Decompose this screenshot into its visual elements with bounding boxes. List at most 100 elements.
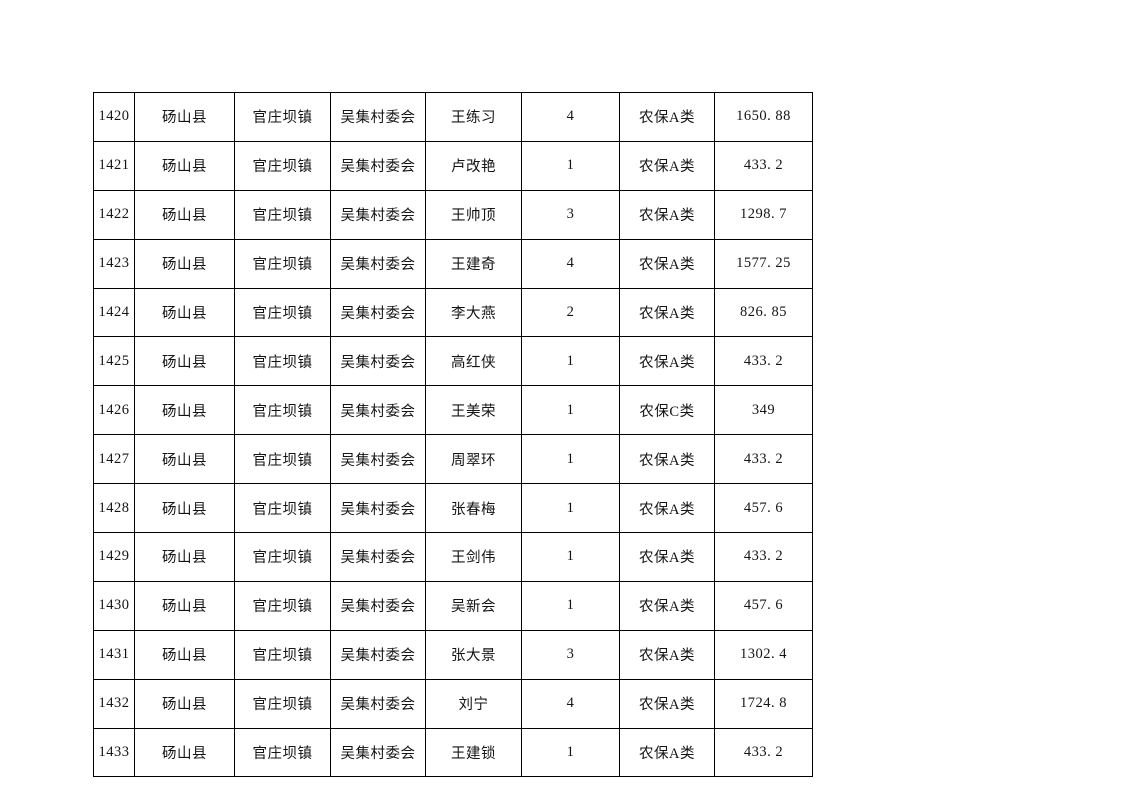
count-cell: 1 [521,727,620,778]
county-cell: 砀山县 [134,140,235,191]
town-cell: 官庄坝镇 [234,629,331,680]
category-cell: 农保A类 [619,336,715,387]
town-cell: 官庄坝镇 [234,287,331,338]
row-id-cell: 1431 [93,629,135,680]
table-row: 1425 砀山县 官庄坝镇 吴集村委会 高红侠 1 农保A类 433. 2 [93,336,813,387]
category-cell: 农保A类 [619,678,715,729]
count-cell: 4 [521,92,620,142]
town-cell: 官庄坝镇 [234,678,331,729]
table-row: 1420 砀山县 官庄坝镇 吴集村委会 王练习 4 农保A类 1650. 88 [93,92,813,142]
village-cell: 吴集村委会 [330,92,426,142]
village-cell: 吴集村委会 [330,532,426,582]
category-cell: 农保A类 [619,483,715,534]
name-cell: 李大燕 [425,287,522,338]
table-row: 1433 砀山县 官庄坝镇 吴集村委会 王建锁 1 农保A类 433. 2 [93,727,813,778]
row-id-cell: 1428 [93,483,135,534]
county-cell: 砀山县 [134,434,235,485]
town-cell: 官庄坝镇 [234,580,331,631]
count-cell: 1 [521,532,620,582]
name-cell: 卢改艳 [425,140,522,191]
amount-cell: 1724. 8 [714,678,813,729]
category-cell: 农保A类 [619,140,715,191]
town-cell: 官庄坝镇 [234,727,331,778]
village-cell: 吴集村委会 [330,385,426,436]
count-cell: 4 [521,238,620,289]
village-cell: 吴集村委会 [330,140,426,191]
count-cell: 4 [521,678,620,729]
count-cell: 1 [521,434,620,485]
amount-cell: 433. 2 [714,336,813,387]
category-cell: 农保A类 [619,629,715,680]
amount-cell: 433. 2 [714,434,813,485]
village-cell: 吴集村委会 [330,434,426,485]
name-cell: 吴新会 [425,580,522,631]
county-cell: 砀山县 [134,629,235,680]
county-cell: 砀山县 [134,532,235,582]
row-id-cell: 1425 [93,336,135,387]
name-cell: 张大景 [425,629,522,680]
name-cell: 王帅顶 [425,189,522,240]
category-cell: 农保A类 [619,532,715,582]
county-cell: 砀山县 [134,580,235,631]
amount-cell: 1298. 7 [714,189,813,240]
village-cell: 吴集村委会 [330,727,426,778]
county-cell: 砀山县 [134,238,235,289]
amount-cell: 1302. 4 [714,629,813,680]
name-cell: 王美荣 [425,385,522,436]
county-cell: 砀山县 [134,92,235,142]
village-cell: 吴集村委会 [330,629,426,680]
county-cell: 砀山县 [134,189,235,240]
row-id-cell: 1433 [93,727,135,778]
county-cell: 砀山县 [134,483,235,534]
table-row: 1428 砀山县 官庄坝镇 吴集村委会 张春梅 1 农保A类 457. 6 [93,483,813,534]
name-cell: 王建奇 [425,238,522,289]
table-row: 1427 砀山县 官庄坝镇 吴集村委会 周翠环 1 农保A类 433. 2 [93,434,813,485]
count-cell: 3 [521,629,620,680]
document-page: 1420 砀山县 官庄坝镇 吴集村委会 王练习 4 农保A类 1650. 88 1421 砀山县官… [93,92,813,778]
town-cell: 官庄坝镇 [234,483,331,534]
count-cell: 3 [521,189,620,240]
amount-cell: 349 [714,385,813,436]
town-cell: 官庄坝镇 [234,336,331,387]
amount-cell: 1650. 88 [714,92,813,142]
table-row: 1422 砀山县 官庄坝镇 吴集村委会 王帅顶 3 农保A类 1298. 7 [93,189,813,240]
table-row: 1432 砀山县 官庄坝镇 吴集村委会 刘宁 4 农保A类 1724. 8 [93,678,813,729]
amount-cell: 1577. 25 [714,238,813,289]
amount-cell: 433. 2 [714,727,813,778]
name-cell: 高红侠 [425,336,522,387]
village-cell: 吴集村委会 [330,678,426,729]
name-cell: 刘宁 [425,678,522,729]
row-id-cell: 1430 [93,580,135,631]
insurance-roster-body: 1420 砀山县 官庄坝镇 吴集村委会 王练习 4 农保A类 1650. 88 1421 砀山县官… [93,92,813,778]
category-cell: 农保A类 [619,727,715,778]
village-cell: 吴集村委会 [330,238,426,289]
amount-cell: 433. 2 [714,140,813,191]
count-cell: 1 [521,580,620,631]
row-id-cell: 1423 [93,238,135,289]
village-cell: 吴集村委会 [330,287,426,338]
category-cell: 农保A类 [619,92,715,142]
row-id-cell: 1426 [93,385,135,436]
name-cell: 周翠环 [425,434,522,485]
name-cell: 王剑伟 [425,532,522,582]
table-row: 1430 砀山县 官庄坝镇 吴集村委会 吴新会 1 农保A类 457. 6 [93,580,813,631]
row-id-cell: 1420 [93,92,135,142]
table-row: 1424 砀山县 官庄坝镇 吴集村委会 李大燕 2 农保A类 826. 85 [93,287,813,338]
town-cell: 官庄坝镇 [234,92,331,142]
category-cell: 农保A类 [619,287,715,338]
category-cell: 农保A类 [619,434,715,485]
table-row: 1426 砀山县 官庄坝镇 吴集村委会 王美荣 1 农保C类 349 [93,385,813,436]
town-cell: 官庄坝镇 [234,140,331,191]
county-cell: 砀山县 [134,287,235,338]
county-cell: 砀山县 [134,678,235,729]
row-id-cell: 1424 [93,287,135,338]
table-row: 1421 砀山县 官庄坝镇 吴集村委会 卢改艳 1 农保A类 433. 2 [93,140,813,191]
row-id-cell: 1422 [93,189,135,240]
name-cell: 王建锁 [425,727,522,778]
town-cell: 官庄坝镇 [234,238,331,289]
count-cell: 1 [521,140,620,191]
name-cell: 王练习 [425,92,522,142]
town-cell: 官庄坝镇 [234,189,331,240]
insurance-roster-table: 1420 砀山县 官庄坝镇 吴集村委会 王练习 4 农保A类 1650. 88 1421 砀山县官… [93,92,813,778]
county-cell: 砀山县 [134,336,235,387]
